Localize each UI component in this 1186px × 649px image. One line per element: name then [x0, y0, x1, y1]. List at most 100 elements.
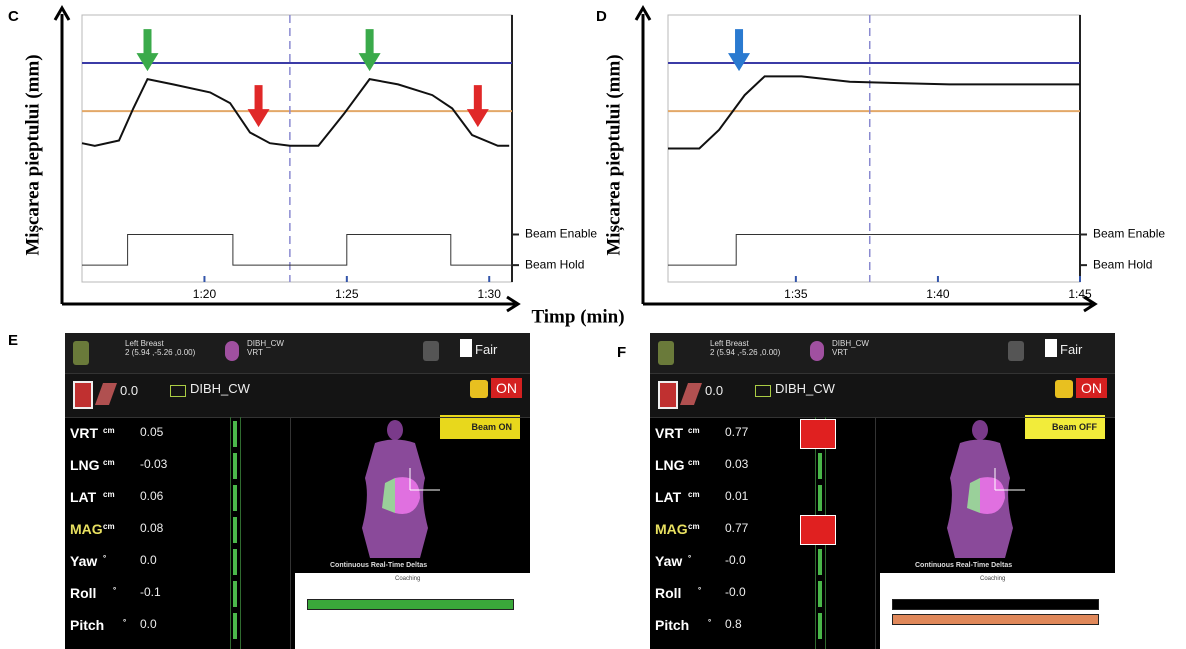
indicator: [818, 581, 822, 607]
indicator: [233, 453, 237, 479]
position: 2 (5.94 ,-5.26 ,0.00): [125, 348, 195, 357]
row-unit: °: [688, 554, 691, 563]
quality: Fair: [475, 342, 497, 357]
y2-tick-label: Beam Hold: [525, 257, 584, 271]
icon: [1045, 339, 1057, 357]
row-unit: °: [123, 618, 126, 627]
y-axis-label: Mișcarea pieptului (mm): [22, 54, 43, 255]
icon: [658, 381, 678, 409]
icon: [73, 381, 93, 409]
plan: DIBH_CW: [832, 339, 869, 348]
row-unit: °: [708, 618, 711, 627]
indicator: [233, 517, 237, 543]
panel-letter: F: [617, 344, 626, 361]
track: [230, 417, 231, 649]
torso: [340, 418, 460, 558]
row-name: VRT: [655, 425, 683, 441]
site: Left Breast: [125, 339, 164, 348]
x-tick-label: 1:25: [335, 287, 359, 301]
panel-letter: C: [8, 8, 19, 25]
indicator: [818, 549, 822, 575]
indicator: [233, 549, 237, 575]
alarm: [800, 419, 836, 449]
x-axis-arrow: [643, 297, 1095, 311]
row-value: 0.77: [725, 425, 748, 439]
quality: Fair: [1060, 342, 1082, 357]
y-axis-arrow: [636, 8, 650, 304]
row-value: -0.0: [725, 585, 746, 599]
icon: [170, 385, 186, 397]
roi: DIBH_CW: [775, 381, 835, 396]
coaching-bar: [307, 599, 514, 610]
beam-state: ON: [491, 378, 522, 398]
plan-sub: VRT: [247, 348, 263, 357]
indicator: [233, 613, 237, 639]
coaching-box: Coaching: [295, 573, 530, 649]
row-unit: cm: [688, 426, 700, 435]
coaching-label: Coaching: [980, 576, 1005, 582]
row-name: MAG: [655, 521, 688, 537]
row-value: 0.08: [140, 521, 163, 535]
alarm: [800, 515, 836, 545]
panel-letter: E: [8, 332, 18, 349]
couch-value: 0.0: [705, 383, 723, 398]
indicator: [818, 453, 822, 479]
row-name: LAT: [655, 489, 681, 505]
icon: [1055, 380, 1073, 398]
coaching-label: Coaching: [395, 576, 420, 582]
panel-letter: D: [596, 8, 607, 25]
torso: [925, 418, 1045, 558]
icon: [470, 380, 488, 398]
row-value: 0.0: [140, 617, 157, 631]
row-name: Yaw: [70, 553, 97, 569]
row-name: LNG: [70, 457, 100, 473]
row-name: Pitch: [70, 617, 104, 633]
row-value: -0.0: [725, 553, 746, 567]
x-axis-arrow: [62, 297, 518, 311]
deltas-title: Continuous Real-Time Deltas: [330, 562, 427, 569]
icon: [658, 341, 674, 365]
row-value: 0.03: [725, 457, 748, 471]
plan-sub: VRT: [832, 348, 848, 357]
beam-state: ON: [1076, 378, 1107, 398]
row-name: Pitch: [655, 617, 689, 633]
x-tick-label: 1:30: [478, 287, 502, 301]
divider: [650, 417, 1115, 418]
y-axis-arrow: [55, 8, 69, 304]
row-value: 0.01: [725, 489, 748, 503]
row-unit: cm: [688, 522, 700, 531]
row-name: Roll: [655, 585, 681, 601]
row-unit: °: [113, 586, 116, 595]
coaching-bar: [892, 599, 1099, 610]
indicator: [233, 421, 237, 447]
page: 1:201:251:30Beam EnableBeam HoldMișcarea…: [0, 0, 1186, 649]
row-unit: °: [698, 586, 701, 595]
row-unit: cm: [103, 522, 115, 531]
row-unit: °: [103, 554, 106, 563]
row-unit: cm: [103, 426, 115, 435]
row-name: Yaw: [655, 553, 682, 569]
indicator: [818, 613, 822, 639]
site: Left Breast: [710, 339, 749, 348]
row-name: MAG: [70, 521, 103, 537]
indicator: [233, 581, 237, 607]
coaching-box: Coaching: [880, 573, 1115, 649]
row-value: -0.1: [140, 585, 161, 599]
icon: [755, 385, 771, 397]
row-unit: cm: [688, 458, 700, 467]
row-value: 0.77: [725, 521, 748, 535]
icon: [423, 341, 439, 361]
row-unit: cm: [103, 490, 115, 499]
x-tick-label: 1:20: [193, 287, 217, 301]
icon: [73, 341, 89, 365]
row-name: LAT: [70, 489, 96, 505]
divider: [290, 417, 291, 649]
position: 2 (5.94 ,-5.26 ,0.00): [710, 348, 780, 357]
couch-value: 0.0: [120, 383, 138, 398]
row-unit: cm: [103, 458, 115, 467]
indicator: [818, 485, 822, 511]
row-name: LNG: [655, 457, 685, 473]
x-tick-label: 1:35: [784, 287, 808, 301]
